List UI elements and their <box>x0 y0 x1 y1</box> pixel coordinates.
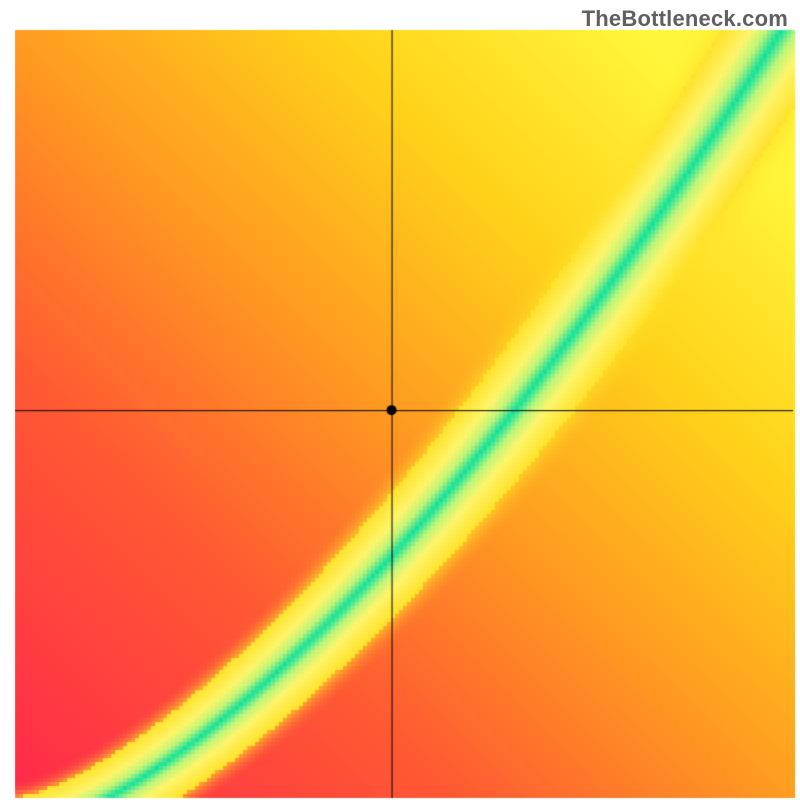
watermark-text: TheBottleneck.com <box>582 6 788 32</box>
bottleneck-heatmap <box>0 0 800 800</box>
chart-container: TheBottleneck.com <box>0 0 800 800</box>
